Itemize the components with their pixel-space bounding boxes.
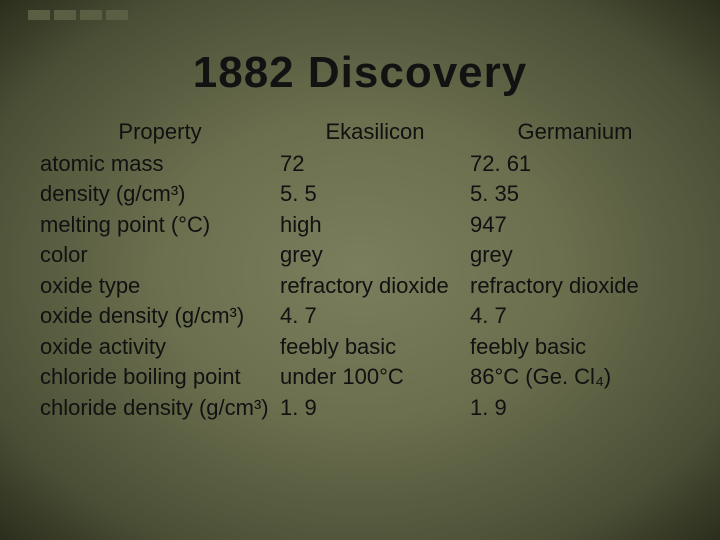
cell-property: density (g/cm³) [40,180,280,208]
table-row: oxide type refractory dioxide refractory… [40,272,680,300]
cell-germanium: 947 [470,211,680,239]
slide-title: 1882 Discovery [0,48,720,98]
cell-property: oxide type [40,272,280,300]
cell-ekasilicon: feebly basic [280,333,470,361]
cell-ekasilicon: 4. 7 [280,302,470,330]
deco-segment [54,10,76,20]
comparison-table: Property Ekasilicon Germanium atomic mas… [40,118,680,424]
cell-property: chloride density (g/cm³) [40,394,280,422]
table-header-row: Property Ekasilicon Germanium [40,118,680,146]
decorative-bar [28,10,128,20]
cell-ekasilicon: high [280,211,470,239]
cell-germanium: 1. 9 [470,394,680,422]
cell-ekasilicon: 72 [280,150,470,178]
cell-text: refractory dioxide [470,272,680,300]
cell-ekasilicon: grey [280,241,470,269]
col-header-property: Property [40,118,280,146]
deco-segment [106,10,128,20]
col-header-ekasilicon: Ekasilicon [280,118,470,146]
table-row: melting point (°C) high 947 [40,211,680,239]
cell-germanium: 4. 7 [470,302,680,330]
col-header-germanium: Germanium [470,118,680,146]
cell-text: refractory dioxide [280,272,470,300]
cell-ekasilicon: 5. 5 [280,180,470,208]
cell-ekasilicon: refractory dioxide [280,272,470,300]
cell-germanium: 86°C (Ge. Cl₄) [470,363,680,391]
table-row: density (g/cm³) 5. 5 5. 35 [40,180,680,208]
cell-text: chloride density (g/cm³) [40,394,280,422]
cell-germanium: grey [470,241,680,269]
cell-property: oxide density (g/cm³) [40,302,280,330]
deco-segment [28,10,50,20]
cell-property: atomic mass [40,150,280,178]
cell-ekasilicon: 1. 9 [280,394,470,422]
cell-germanium: refractory dioxide [470,272,680,300]
table-row: oxide density (g/cm³) 4. 7 4. 7 [40,302,680,330]
cell-property: chloride boiling point [40,363,280,391]
table-row: chloride density (g/cm³) 1. 9 1. 9 [40,394,680,422]
cell-germanium: 5. 35 [470,180,680,208]
cell-property: oxide activity [40,333,280,361]
deco-segment [80,10,102,20]
cell-property: melting point (°C) [40,211,280,239]
table-row: chloride boiling point under 100°C 86°C … [40,363,680,391]
cell-germanium: 72. 61 [470,150,680,178]
table-row: atomic mass 72 72. 61 [40,150,680,178]
table-row: color grey grey [40,241,680,269]
cell-germanium: feebly basic [470,333,680,361]
table-row: oxide activity feebly basic feebly basic [40,333,680,361]
cell-ekasilicon: under 100°C [280,363,470,391]
cell-property: color [40,241,280,269]
